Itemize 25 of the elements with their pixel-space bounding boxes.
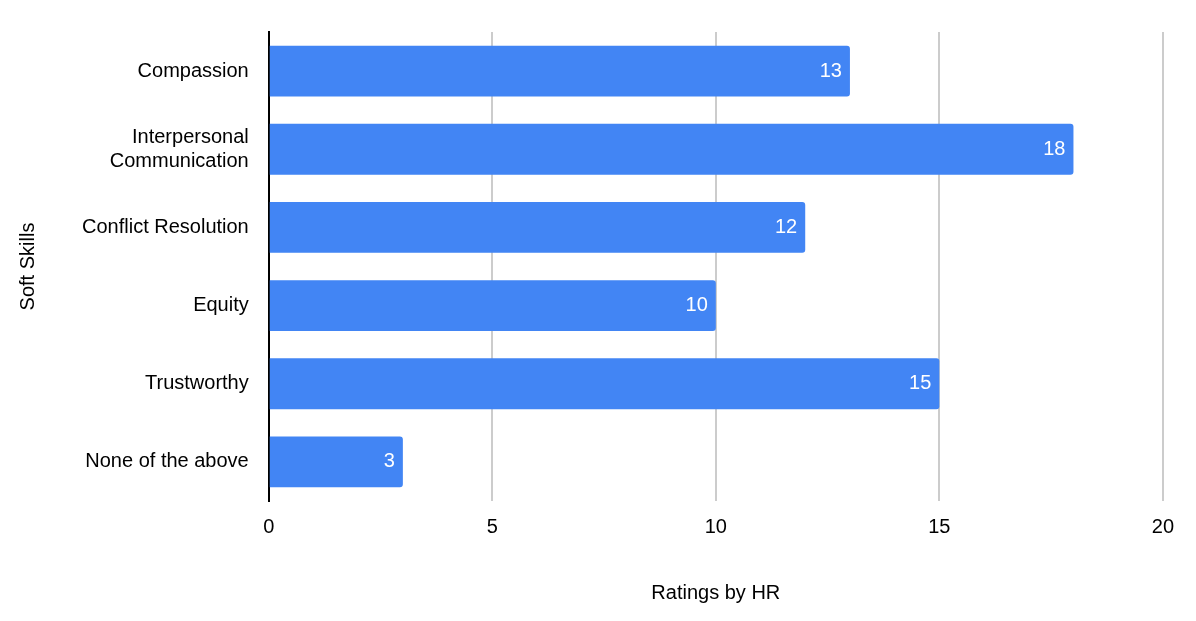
data-label: 12 <box>774 214 798 237</box>
data-label: 10 <box>685 293 708 316</box>
bar <box>269 436 403 488</box>
x-axis-title: Ratings by HR <box>651 580 781 603</box>
bar <box>269 202 806 253</box>
data-label: 15 <box>909 371 932 394</box>
x-tick-label: 20 <box>1151 514 1174 537</box>
y-axis-title: Soft Skills <box>15 222 38 311</box>
y-tick-label: Interpersonal Communication <box>109 124 249 171</box>
bar <box>269 45 850 97</box>
data-label: 18 <box>1043 136 1066 159</box>
bar <box>269 358 940 410</box>
y-tick-label: Trustworthy <box>145 371 249 394</box>
data-label: 3 <box>383 449 395 472</box>
x-tick-label: 15 <box>928 514 951 537</box>
x-tick-label: 0 <box>263 514 275 537</box>
y-tick-label: Conflict Resolution <box>82 214 249 237</box>
y-tick-label: Equity <box>193 293 249 316</box>
x-tick-label: 10 <box>704 514 727 537</box>
x-tick-label: 5 <box>486 514 498 537</box>
bar <box>269 280 716 331</box>
y-tick-label: Compassion <box>137 58 249 81</box>
bar <box>269 123 1074 175</box>
y-tick-label: None of the above <box>85 449 249 472</box>
data-label: 13 <box>819 58 842 81</box>
